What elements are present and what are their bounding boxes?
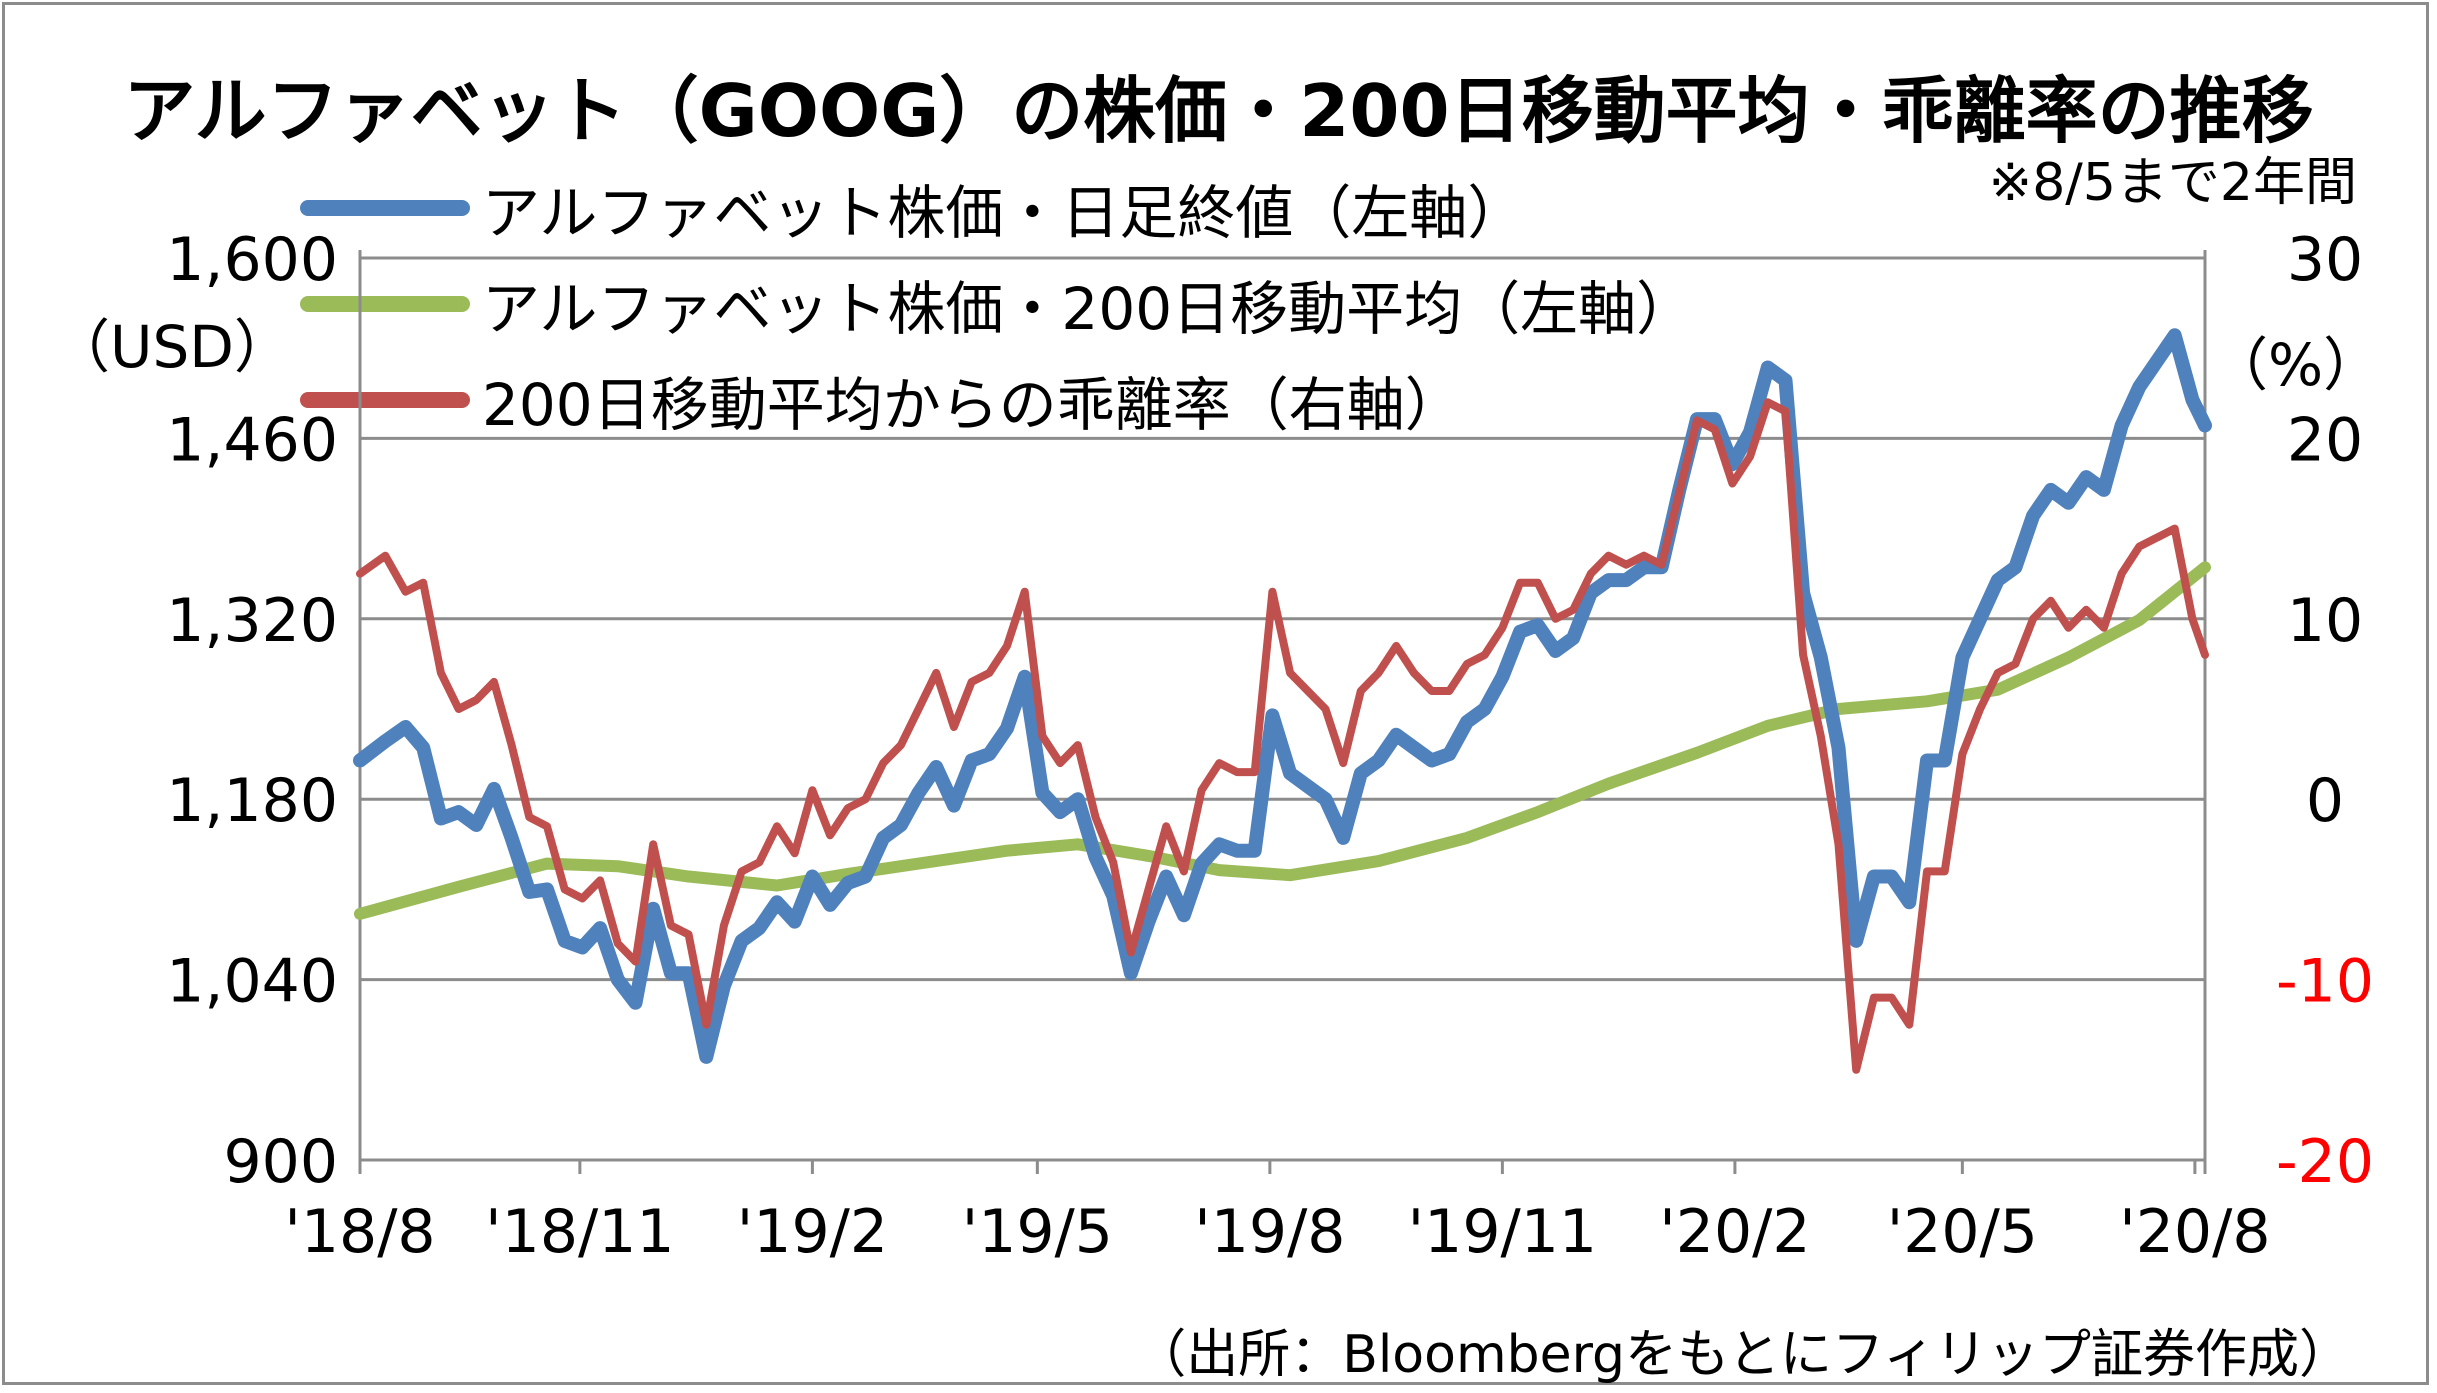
right-axis-tick-label: -20: [2276, 1127, 2374, 1197]
period-note: ※8/5まで2年間: [1988, 153, 2357, 213]
x-axis-tick-label: '19/2: [737, 1197, 888, 1267]
legend-label-price: アルファベット株価・日足終値（左軸）: [482, 179, 1526, 247]
legend-label-deviation: 200日移動平均からの乖離率（右軸）: [482, 371, 1463, 439]
legend-item-ma200: アルファベット株価・200日移動平均（左軸）: [300, 256, 1694, 352]
x-axis-tick-label: '19/5: [962, 1197, 1113, 1267]
left-axis-tick-label: 900: [223, 1127, 338, 1197]
series-line-deviation: [356, 398, 2209, 1074]
series-line-price: [353, 328, 2212, 1064]
legend-swatch-deviation: [300, 392, 470, 408]
legend-item-deviation: 200日移動平均からの乖離率（右軸）: [300, 352, 1694, 448]
left-axis-tick-label: 1,180: [166, 766, 338, 836]
legend-label-ma200: アルファベット株価・200日移動平均（左軸）: [482, 275, 1695, 343]
left-axis-tick-label: 1,460: [166, 405, 338, 475]
left-axis-tick-label: 1,320: [166, 586, 338, 656]
right-axis-tick-label: 10: [2287, 586, 2363, 656]
legend-item-price: アルファベット株価・日足終値（左軸）: [300, 160, 1694, 256]
right-axis-tick-label: 30: [2287, 225, 2363, 295]
left-axis-tick-label: 1,600: [166, 225, 338, 295]
legend-swatch-ma200: [300, 296, 470, 312]
x-axis-tick-label: '20/2: [1659, 1197, 1810, 1267]
left-axis-tick-label: 1,040: [166, 947, 338, 1017]
right-axis-unit: （%）: [2210, 331, 2382, 399]
x-axis-tick-label: '20/8: [2119, 1197, 2270, 1267]
x-axis-tick-label: '19/8: [1194, 1197, 1345, 1267]
right-axis-tick-label: 20: [2287, 405, 2363, 475]
legend: アルファベット株価・日足終値（左軸） アルファベット株価・200日移動平均（左軸…: [300, 160, 1694, 448]
right-axis-tick-label: 0: [2306, 766, 2344, 836]
x-axis-tick-label: '18/11: [485, 1197, 674, 1267]
right-axis-tick-label: -10: [2276, 947, 2374, 1017]
x-axis-tick-label: '19/11: [1408, 1197, 1597, 1267]
series-line-ma200: [354, 561, 2211, 920]
left-axis-unit: （USD）: [52, 313, 292, 381]
source-note: （出所：Bloombergをもとにフィリップ証券作成）: [1134, 1325, 2351, 1385]
x-axis-tick-label: '18/8: [284, 1197, 435, 1267]
x-axis-tick-label: '20/5: [1887, 1197, 2038, 1267]
chart-title: アルファベット（GOOG）の株価・200日移動平均・乖離率の推移: [123, 69, 2314, 153]
legend-swatch-price: [300, 200, 470, 216]
